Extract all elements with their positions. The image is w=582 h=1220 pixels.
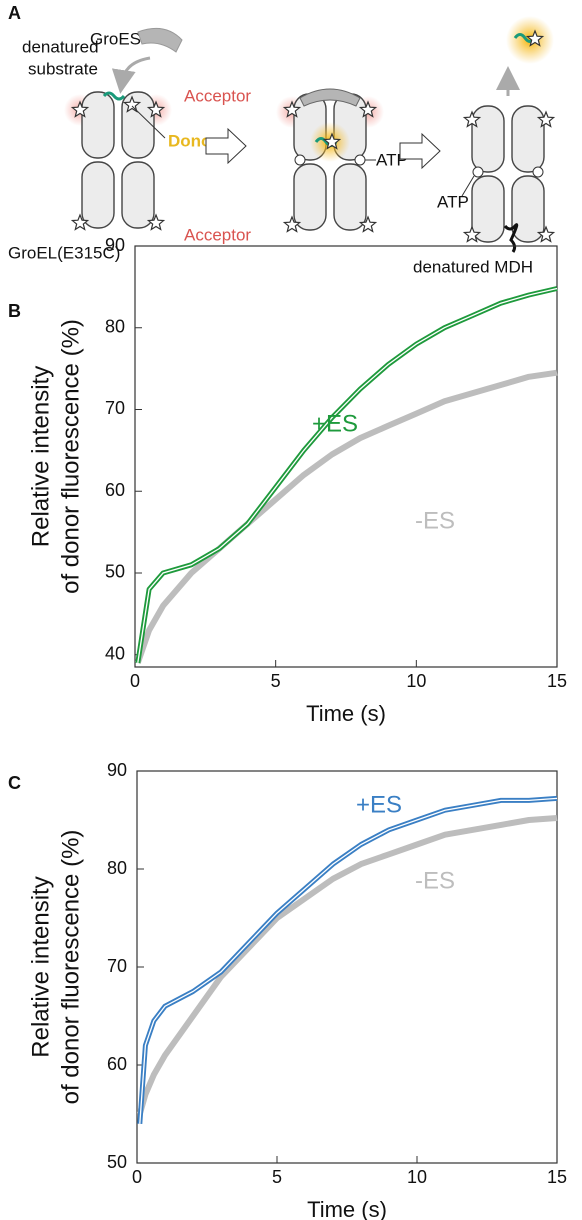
x-axis-label: Time (s) (306, 701, 386, 726)
atp-site (294, 154, 306, 166)
panel-label: B (8, 301, 21, 321)
acceptor-label: Acceptor (184, 225, 251, 244)
substrate (102, 91, 126, 101)
panel-label: A (8, 3, 21, 23)
series-line (136, 815, 558, 1115)
series-line (135, 286, 558, 664)
mdh-label: denatured MDH (413, 257, 533, 276)
y-tick-label: 90 (107, 760, 127, 780)
y-axis-label: of donor fluorescence (%) (57, 319, 84, 594)
y-tick-label: 90 (105, 235, 125, 255)
x-tick-label: 15 (547, 671, 567, 691)
x-tick-label: 10 (407, 1167, 427, 1187)
series-line (134, 369, 558, 664)
x-tick-label: 5 (272, 1167, 282, 1187)
diagram: A GroES denatured substrate Acceptor Don… (8, 3, 555, 276)
plot-frame (134, 245, 558, 668)
substrate-label: substrate (28, 59, 98, 78)
y-axis-label: of donor fluorescence (%) (57, 830, 84, 1105)
x-tick-label: 10 (406, 671, 426, 691)
pointer (461, 175, 475, 197)
y-axis-label: Relative intensity (27, 876, 54, 1057)
x-tick-label: 15 (547, 1167, 567, 1187)
series-label: +ES (356, 791, 402, 818)
y-tick-label: 50 (107, 1152, 127, 1172)
x-axis-label: Time (s) (307, 1197, 387, 1220)
atp-site (354, 154, 366, 166)
y-tick-label: 70 (105, 398, 125, 418)
groes-cap (299, 88, 361, 107)
plot-frame (136, 770, 558, 1164)
series-line (137, 795, 558, 1124)
y-axis-label: Relative intensity (27, 366, 54, 547)
y-tick-label: 60 (105, 480, 125, 500)
substrate-label: denatured (22, 37, 99, 56)
atp-site (532, 166, 544, 178)
pointer (131, 105, 166, 139)
y-tick-label: 80 (105, 316, 125, 336)
step-arrow (399, 132, 441, 170)
fit-line (139, 797, 558, 1124)
y-tick-label: 70 (107, 956, 127, 976)
acceptor-label: Acceptor (184, 86, 251, 105)
series-label: -ES (415, 507, 455, 534)
y-tick-label: 40 (105, 643, 125, 663)
y-tick-label: 50 (105, 562, 125, 582)
step-arrow (205, 127, 247, 165)
series-label: +ES (312, 410, 358, 437)
arrow (111, 56, 151, 94)
atp-label: ATP (437, 192, 469, 211)
groel-label: GroEL(E315C) (8, 243, 120, 262)
series-label: -ES (415, 867, 455, 894)
y-tick-label: 60 (107, 1054, 127, 1074)
groes-shape (137, 27, 183, 53)
y-tick-label: 80 (107, 858, 127, 878)
groes-label: GroES (90, 29, 141, 48)
x-tick-label: 0 (130, 671, 140, 691)
panel-label: C (8, 773, 21, 793)
x-tick-label: 0 (132, 1167, 142, 1187)
fit-line (137, 287, 558, 663)
atp-site (472, 166, 484, 178)
x-tick-label: 5 (271, 671, 281, 691)
groel (81, 91, 155, 229)
mdh (503, 223, 519, 253)
